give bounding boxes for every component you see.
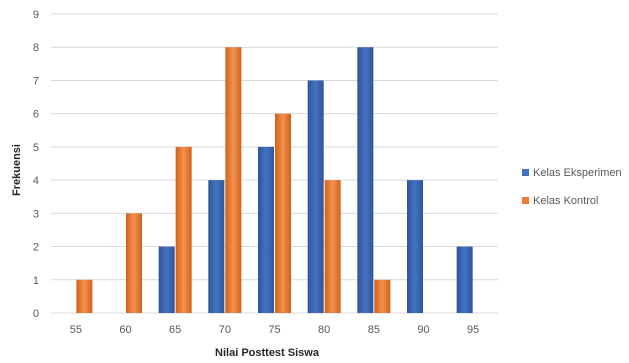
- legend-label: Kelas Eksperimen: [533, 167, 622, 179]
- y-tick-label: 1: [33, 275, 39, 287]
- bar-series-1-70: [208, 180, 225, 313]
- y-tick-label: 8: [33, 42, 39, 54]
- bar-series-2-55: [76, 279, 93, 313]
- x-tick-label: 90: [417, 324, 429, 336]
- legend-swatch: [522, 197, 529, 204]
- y-tick-label: 7: [33, 75, 39, 87]
- x-axis-ticks: 55 60 65 70 75 80 85 90 95: [70, 324, 480, 336]
- bar-series-1-85: [357, 47, 374, 313]
- y-tick-label: 6: [33, 109, 39, 121]
- bar-series-2-70: [225, 47, 242, 313]
- y-tick-label: 3: [33, 208, 39, 220]
- gridlines: [51, 13, 498, 314]
- x-tick-label: 60: [119, 324, 131, 336]
- y-tick-label: 9: [33, 9, 39, 21]
- legend-swatch: [522, 169, 529, 176]
- bar-series-2-75: [275, 113, 291, 314]
- x-tick-label: 85: [368, 324, 380, 336]
- y-tick-label: 0: [33, 308, 39, 320]
- x-tick-label: 70: [219, 324, 231, 336]
- bar-series-2-65: [175, 146, 192, 313]
- bar-series-2-85: [374, 279, 391, 313]
- bar-series-1-90: [407, 180, 423, 313]
- bars: [76, 47, 473, 314]
- bar-series-2-60: [126, 213, 142, 313]
- bar-series-1-80: [307, 80, 324, 313]
- bar-series-2-80: [324, 180, 341, 313]
- x-tick-label: 95: [467, 324, 479, 336]
- y-axis-title: Frekuensi: [11, 144, 23, 196]
- y-tick-label: 2: [33, 242, 39, 254]
- y-tick-label: 5: [33, 142, 39, 154]
- x-axis-title: Nilai Posttest Siswa: [215, 347, 320, 359]
- y-axis-ticks: 0 1 2 3 4 5 6 7 8 9: [33, 9, 39, 320]
- bar-series-1-75: [258, 146, 274, 313]
- bar-series-1-95: [456, 246, 473, 313]
- x-tick-label: 55: [70, 324, 82, 336]
- x-tick-label: 75: [268, 324, 280, 336]
- x-tick-label: 80: [318, 324, 330, 336]
- x-tick-label: 65: [169, 324, 181, 336]
- legend: Kelas Eksperimen Kelas Kontrol: [522, 167, 622, 207]
- y-tick-label: 4: [33, 175, 39, 187]
- legend-label: Kelas Kontrol: [533, 195, 598, 207]
- bar-series-1-65: [158, 246, 175, 313]
